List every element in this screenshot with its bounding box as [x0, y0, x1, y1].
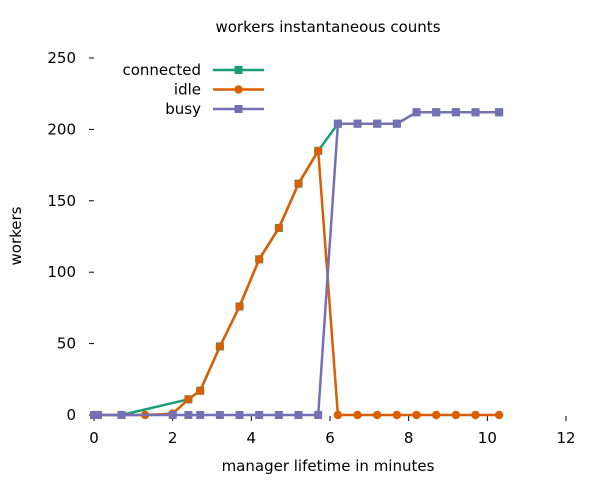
x-tick-label: 10	[478, 429, 497, 447]
y-axis-title: workers	[7, 206, 25, 265]
legend-swatch-marker	[234, 66, 243, 74]
data-point-busy	[314, 411, 323, 419]
data-point-idle	[255, 255, 264, 264]
series-line-connected	[94, 111, 500, 417]
data-point-busy	[451, 108, 460, 117]
data-point-idle	[184, 395, 193, 404]
data-point-idle	[333, 410, 343, 420]
y-tick-label: 100	[47, 263, 76, 281]
data-point-idle	[274, 223, 284, 233]
chart-title: workers instantaneous counts	[215, 18, 440, 36]
legend-label: connected	[122, 61, 201, 79]
x-tick-label: 6	[325, 429, 335, 447]
data-point-busy	[235, 411, 244, 419]
x-tick-label: 4	[247, 429, 257, 447]
y-tick-label: 50	[57, 335, 76, 353]
data-point-idle	[451, 410, 461, 420]
data-point-busy	[495, 108, 504, 117]
plot-area	[89, 108, 504, 420]
data-point-busy	[184, 411, 193, 419]
x-tick-label: 0	[89, 429, 99, 447]
data-point-busy	[294, 411, 303, 419]
y-tick-label: 250	[47, 49, 76, 67]
data-point-busy	[215, 411, 224, 419]
data-point-idle	[432, 410, 441, 420]
y-tick-label: 0	[66, 406, 76, 424]
x-axis-title: manager lifetime in minutes	[222, 457, 435, 475]
series-connected	[90, 108, 504, 419]
data-point-busy	[196, 411, 205, 419]
data-point-busy	[373, 119, 382, 128]
x-tick-label: 8	[404, 429, 414, 447]
data-point-busy	[412, 108, 421, 117]
data-point-idle	[373, 410, 382, 420]
legend-swatch-marker	[234, 85, 243, 94]
data-point-idle	[196, 386, 205, 395]
data-point-idle	[494, 410, 504, 420]
data-point-busy	[117, 411, 126, 419]
data-point-busy	[392, 119, 401, 128]
legend-label: busy	[165, 100, 201, 118]
data-point-idle	[294, 179, 303, 188]
legend-swatch-marker	[234, 105, 243, 113]
series-line-idle	[94, 149, 500, 417]
legend-item-connected: connected	[122, 61, 264, 79]
y-tick-label: 150	[47, 192, 76, 210]
y-tick-label: 200	[47, 120, 76, 138]
data-point-idle	[314, 146, 323, 156]
data-point-busy	[93, 411, 102, 419]
data-point-idle	[412, 410, 421, 420]
series-busy	[90, 108, 504, 419]
legend-item-busy: busy	[165, 100, 264, 118]
data-point-busy	[471, 108, 480, 117]
data-point-idle	[471, 410, 480, 420]
x-tick-label: 12	[556, 429, 575, 447]
legend-item-idle: idle	[174, 81, 264, 99]
x-tick-label: 2	[168, 429, 178, 447]
data-point-idle	[235, 302, 244, 311]
data-point-busy	[333, 119, 342, 128]
data-point-busy	[168, 411, 177, 419]
data-point-busy	[432, 108, 441, 117]
data-point-busy	[274, 411, 283, 419]
data-point-idle	[215, 342, 225, 351]
data-point-busy	[353, 119, 362, 128]
data-point-idle	[392, 410, 402, 420]
series-line-busy	[94, 111, 500, 417]
data-point-busy	[255, 411, 264, 419]
legend-label: idle	[174, 81, 201, 99]
data-point-idle	[353, 410, 362, 420]
x-axis: 0 2 4 6 8 10 12	[89, 416, 576, 447]
y-axis: 0 50 100 150 200 250	[47, 49, 94, 424]
series-idle	[89, 146, 504, 420]
